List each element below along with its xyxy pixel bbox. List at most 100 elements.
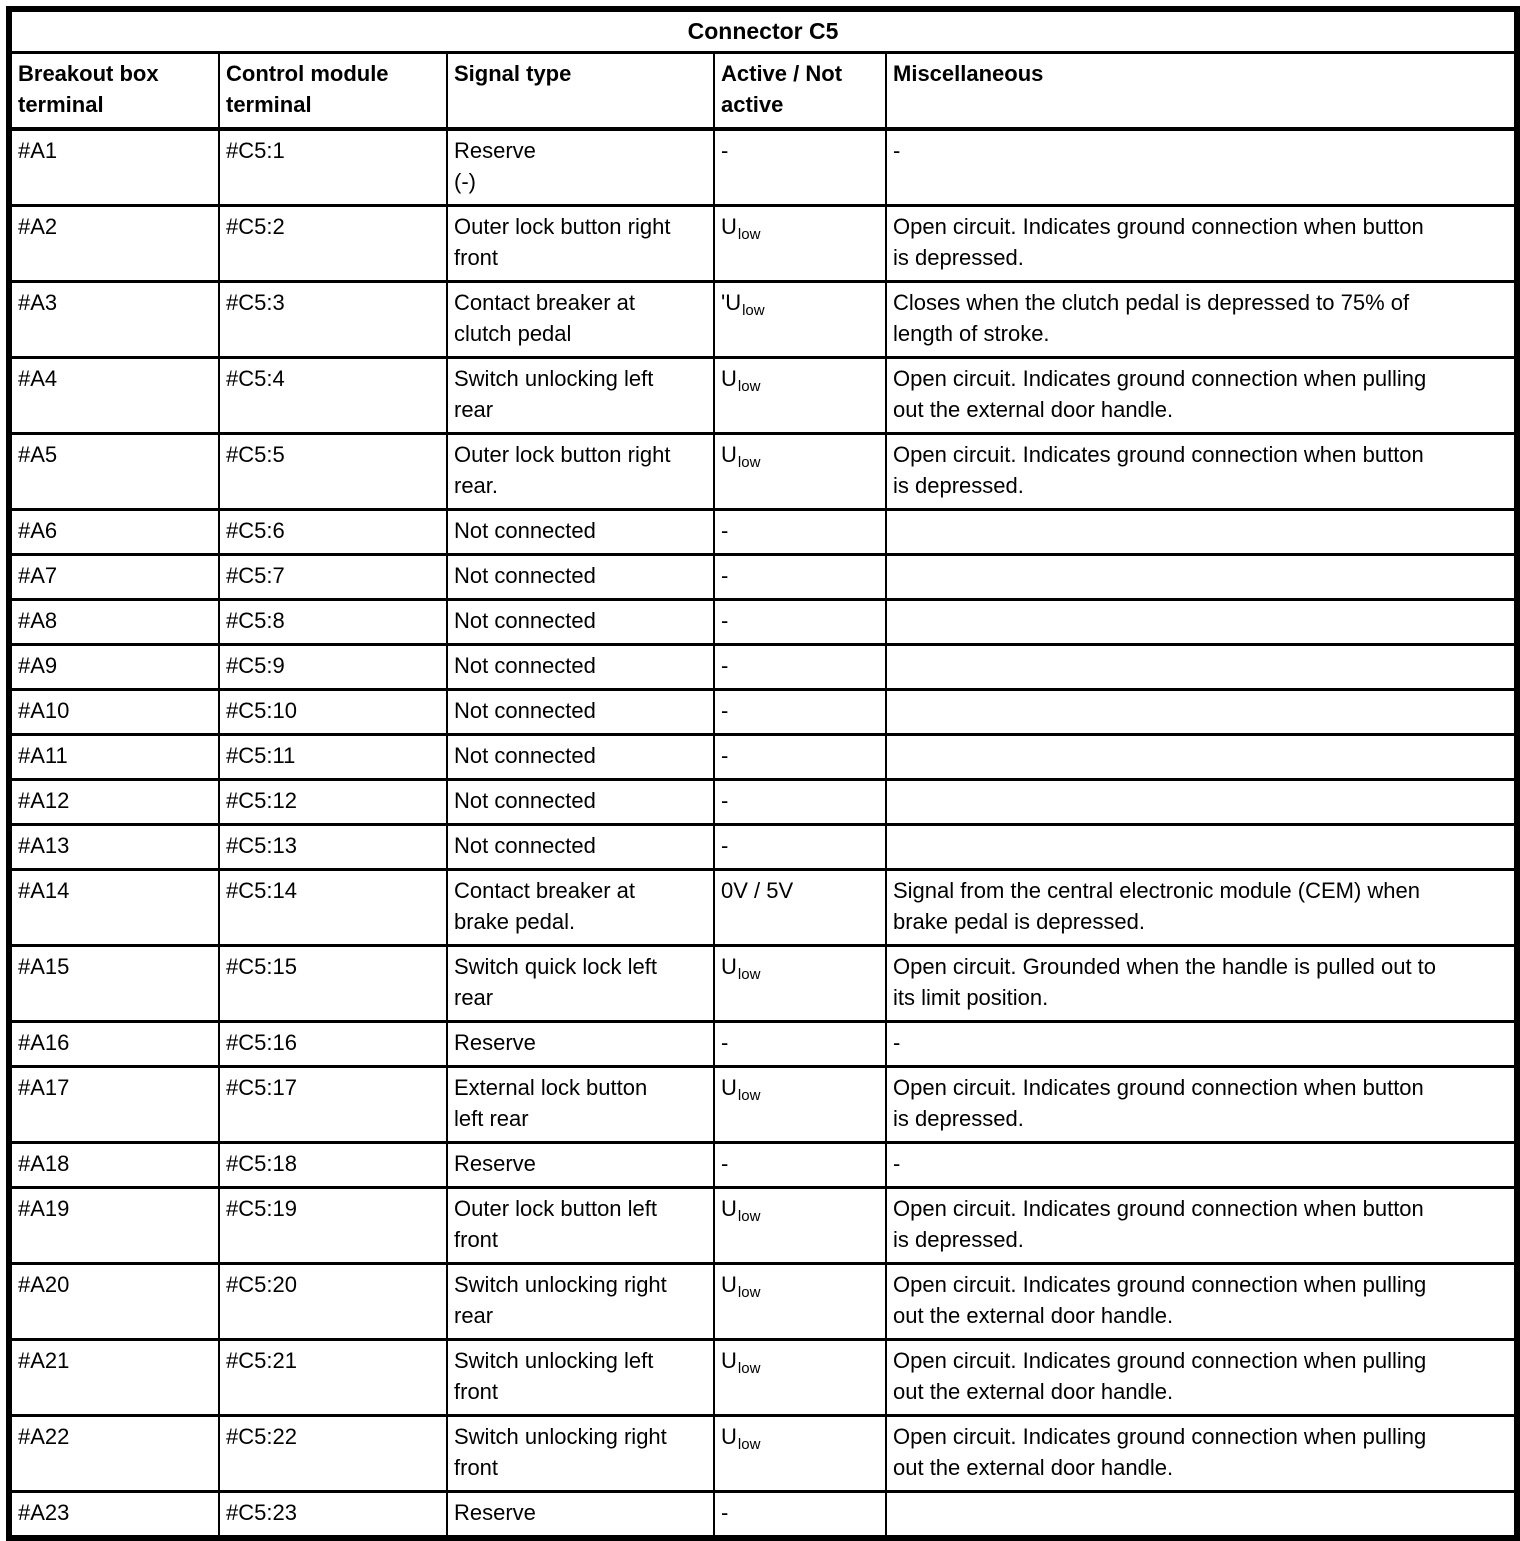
cell-active-state: 'Ulow (713, 280, 887, 359)
cell-module-terminal: #C5:15 (218, 944, 448, 1023)
table-row: #A19 #C5:19 Outer lock button left front Ul… (8, 1186, 1519, 1265)
table-row: #A23 #C5:23 Reserve - (8, 1490, 1519, 1540)
voltage-symbol: U (721, 1348, 737, 1373)
table-row: #A3 #C5:3 Contact breaker at clutch pedal '… (8, 280, 1519, 359)
cell-breakout-terminal: #A18 (8, 1141, 220, 1189)
cell-signal-type: Outer lock button right rear. (446, 432, 715, 511)
cell-miscellaneous: Open circuit. Indicates ground connectio… (884, 1065, 1519, 1144)
cell-breakout-terminal: #A5 (8, 432, 220, 511)
cell-breakout-terminal: #A6 (8, 508, 220, 556)
table-row: #A14 #C5:14 Contact breaker at brake pedal… (8, 868, 1519, 947)
cell-breakout-terminal: #A3 (8, 280, 220, 359)
cell-active-state: - (713, 778, 887, 826)
table-row: #A4 #C5:4 Switch unlocking left rear Ulow Op… (8, 356, 1519, 435)
cell-miscellaneous: - (884, 1020, 1519, 1068)
cell-miscellaneous: - (884, 1141, 1519, 1189)
cell-module-terminal: #C5:12 (218, 778, 448, 826)
voltage-symbol: U (721, 366, 737, 391)
cell-module-terminal: #C5:14 (218, 868, 448, 947)
cell-signal-type: Not connected (446, 733, 715, 781)
table-row: #A17 #C5:17 External lock button left rear… (8, 1065, 1519, 1144)
cell-module-terminal: #C5:4 (218, 356, 448, 435)
cell-module-terminal: #C5:3 (218, 280, 448, 359)
table-header-row: Breakout box terminal Control module ter… (8, 51, 1519, 131)
table-row: #A1 #C5:1 Reserve (-) - - (8, 127, 1519, 207)
cell-breakout-terminal: #A22 (8, 1414, 220, 1493)
table-body: #A1 #C5:1 Reserve (-) - - #A2 #C5:2 Outer lock … (8, 127, 1519, 1540)
cell-breakout-terminal: #A19 (8, 1186, 220, 1265)
voltage-subscript: low (737, 1436, 761, 1453)
cell-signal-type: Not connected (446, 643, 715, 691)
voltage-subscript: low (737, 1360, 761, 1377)
cell-active-state: - (713, 553, 887, 601)
table-row: #A21 #C5:21 Switch unlocking left front Ulo… (8, 1338, 1519, 1417)
voltage-subscript: low (742, 302, 765, 319)
cell-active-state: - (713, 688, 887, 736)
cell-breakout-terminal: #A7 (8, 553, 220, 601)
cell-active-state: Ulow (713, 356, 887, 435)
cell-module-terminal: #C5:13 (218, 823, 448, 871)
cell-active-state: Ulow (713, 432, 887, 511)
cell-breakout-terminal: #A11 (8, 733, 220, 781)
cell-active-state: - (713, 733, 887, 781)
cell-miscellaneous (884, 733, 1519, 781)
cell-miscellaneous: Closes when the clutch pedal is depresse… (884, 280, 1519, 359)
cell-signal-type: Outer lock button right front (446, 204, 715, 283)
cell-module-terminal: #C5:6 (218, 508, 448, 556)
cell-miscellaneous (884, 1490, 1519, 1540)
cell-miscellaneous: Open circuit. Indicates ground connectio… (884, 1338, 1519, 1417)
cell-signal-type: Switch unlocking right rear (446, 1262, 715, 1341)
cell-active-state: - (713, 127, 887, 207)
cell-signal-type: Not connected (446, 553, 715, 601)
table-row: #A15 #C5:15 Switch quick lock left rear Ulo… (8, 944, 1519, 1023)
cell-breakout-terminal: #A8 (8, 598, 220, 646)
cell-miscellaneous (884, 688, 1519, 736)
voltage-subscript: low (737, 1208, 761, 1225)
cell-signal-type: Switch unlocking left rear (446, 356, 715, 435)
table-row: #A2 #C5:2 Outer lock button right front Ulo… (8, 204, 1519, 283)
cell-miscellaneous: Open circuit. Indicates ground connectio… (884, 204, 1519, 283)
cell-miscellaneous (884, 553, 1519, 601)
cell-signal-type: Not connected (446, 778, 715, 826)
cell-module-terminal: #C5:16 (218, 1020, 448, 1068)
cell-active-state: - (713, 508, 887, 556)
table-row: #A9 #C5:9 Not connected - (8, 643, 1519, 691)
cell-active-state: - (713, 598, 887, 646)
table-row: #A10 #C5:10 Not connected - (8, 688, 1519, 736)
voltage-symbol: U (721, 442, 737, 467)
cell-breakout-terminal: #A9 (8, 643, 220, 691)
cell-module-terminal: #C5:7 (218, 553, 448, 601)
voltage-symbol: U (721, 1424, 737, 1449)
cell-active-state: Ulow (713, 944, 887, 1023)
cell-breakout-terminal: #A1 (8, 127, 220, 207)
cell-active-state: 0V / 5V (713, 868, 887, 947)
cell-breakout-terminal: #A14 (8, 868, 220, 947)
cell-breakout-terminal: #A23 (8, 1490, 220, 1540)
cell-active-state: - (713, 643, 887, 691)
cell-breakout-terminal: #A17 (8, 1065, 220, 1144)
cell-module-terminal: #C5:18 (218, 1141, 448, 1189)
voltage-symbol: U (721, 1196, 737, 1221)
table-row: #A20 #C5:20 Switch unlocking right rear Ulo… (8, 1262, 1519, 1341)
cell-miscellaneous (884, 643, 1519, 691)
column-header-module-terminal: Control module terminal (218, 51, 448, 131)
cell-module-terminal: #C5:22 (218, 1414, 448, 1493)
cell-signal-type: Reserve (-) (446, 127, 715, 207)
cell-signal-type: External lock button left rear (446, 1065, 715, 1144)
cell-breakout-terminal: #A4 (8, 356, 220, 435)
cell-miscellaneous (884, 508, 1519, 556)
cell-signal-type: Not connected (446, 508, 715, 556)
document-page: Connector C5 Breakout box terminal Contr… (6, 6, 1520, 1541)
cell-miscellaneous: Signal from the central electronic modul… (884, 868, 1519, 947)
cell-active-state: Ulow (713, 1414, 887, 1493)
cell-module-terminal: #C5:11 (218, 733, 448, 781)
voltage-symbol: U (721, 954, 737, 979)
cell-breakout-terminal: #A12 (8, 778, 220, 826)
cell-module-terminal: #C5:8 (218, 598, 448, 646)
cell-signal-type: Not connected (446, 598, 715, 646)
table-row: #A12 #C5:12 Not connected - (8, 778, 1519, 826)
table-row: #A13 #C5:13 Not connected - (8, 823, 1519, 871)
cell-module-terminal: #C5:17 (218, 1065, 448, 1144)
cell-breakout-terminal: #A10 (8, 688, 220, 736)
table-row: #A22 #C5:22 Switch unlocking right front Ul… (8, 1414, 1519, 1493)
